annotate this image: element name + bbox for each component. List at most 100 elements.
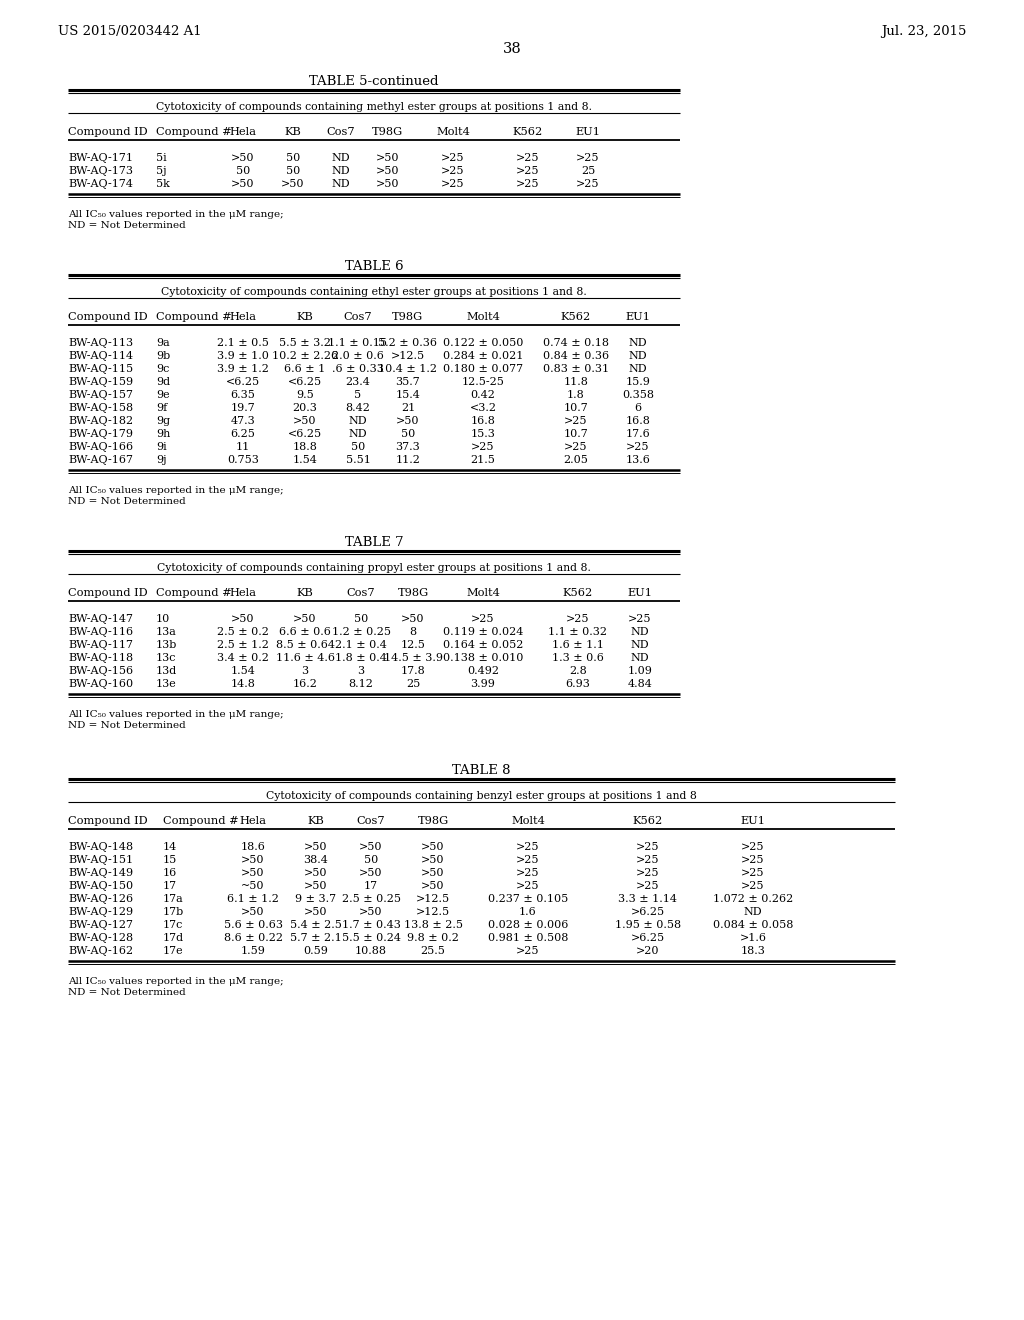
Text: >50: >50 [304,907,328,917]
Text: >25: >25 [516,869,540,878]
Text: >50: >50 [401,614,425,624]
Text: Cos7: Cos7 [327,127,355,137]
Text: 12.5: 12.5 [400,640,425,649]
Text: 14.5 ± 3.9: 14.5 ± 3.9 [384,653,442,663]
Text: 25.5: 25.5 [421,946,445,956]
Text: 5.5 ± 3.2: 5.5 ± 3.2 [280,338,331,348]
Text: BW-AQ-128: BW-AQ-128 [68,933,133,942]
Text: 10.88: 10.88 [355,946,387,956]
Text: Cytotoxicity of compounds containing propyl ester groups at positions 1 and 8.: Cytotoxicity of compounds containing pro… [157,564,591,573]
Text: BW-AQ-162: BW-AQ-162 [68,946,133,956]
Text: 11.6 ± 4.6: 11.6 ± 4.6 [275,653,335,663]
Text: 6: 6 [635,403,642,413]
Text: 17c: 17c [163,920,183,931]
Text: >50: >50 [359,842,383,851]
Text: BW-AQ-166: BW-AQ-166 [68,442,133,451]
Text: 8.6 ± 0.22: 8.6 ± 0.22 [223,933,283,942]
Text: >25: >25 [577,153,600,162]
Text: 9d: 9d [156,378,170,387]
Text: 17e: 17e [163,946,183,956]
Text: Molt4: Molt4 [466,587,500,598]
Text: KB: KB [297,587,313,598]
Text: 10.7: 10.7 [563,429,589,440]
Text: 50: 50 [236,166,250,176]
Text: 9h: 9h [156,429,170,440]
Text: 17b: 17b [163,907,184,917]
Text: BW-AQ-171: BW-AQ-171 [68,153,133,162]
Text: BW-AQ-114: BW-AQ-114 [68,351,133,360]
Text: >12.5: >12.5 [416,907,451,917]
Text: TABLE 7: TABLE 7 [345,536,403,549]
Text: 5: 5 [354,389,361,400]
Text: 0.164 ± 0.052: 0.164 ± 0.052 [442,640,523,649]
Text: 50: 50 [400,429,415,440]
Text: >50: >50 [242,907,265,917]
Text: Compound ID: Compound ID [68,312,147,322]
Text: >25: >25 [577,180,600,189]
Text: All IC₅₀ values reported in the μM range;: All IC₅₀ values reported in the μM range… [68,486,284,495]
Text: 10.4 ± 1.2: 10.4 ± 1.2 [379,364,437,374]
Text: >25: >25 [516,180,540,189]
Text: >12.5: >12.5 [391,351,425,360]
Text: US 2015/0203442 A1: US 2015/0203442 A1 [58,25,202,38]
Text: 2.1 ± 0.5: 2.1 ± 0.5 [217,338,269,348]
Text: 16: 16 [163,869,177,878]
Text: 35.7: 35.7 [395,378,421,387]
Text: ND: ND [332,153,350,162]
Text: BW-AQ-151: BW-AQ-151 [68,855,133,865]
Text: 3.9 ± 1.2: 3.9 ± 1.2 [217,364,269,374]
Text: 1.1 ± 0.32: 1.1 ± 0.32 [549,627,607,638]
Text: K562: K562 [513,127,543,137]
Text: >50: >50 [304,869,328,878]
Text: ND: ND [631,627,649,638]
Text: 2.1 ± 0.4: 2.1 ± 0.4 [335,640,387,649]
Text: 0.358: 0.358 [622,389,654,400]
Text: 17a: 17a [163,894,183,904]
Text: Cos7: Cos7 [356,816,385,826]
Text: 9.8 ± 0.2: 9.8 ± 0.2 [408,933,459,942]
Text: ND: ND [743,907,762,917]
Text: >25: >25 [564,416,588,426]
Text: BW-AQ-113: BW-AQ-113 [68,338,133,348]
Text: Hela: Hela [229,312,256,322]
Text: >25: >25 [471,614,495,624]
Text: BW-AQ-158: BW-AQ-158 [68,403,133,413]
Text: >25: >25 [516,166,540,176]
Text: 16.2: 16.2 [293,678,317,689]
Text: <3.2: <3.2 [469,403,497,413]
Text: Compound #: Compound # [156,312,231,322]
Text: All IC₅₀ values reported in the μM range;: All IC₅₀ values reported in the μM range… [68,210,284,219]
Text: 14.8: 14.8 [230,678,255,689]
Text: 5.6 ± 0.63: 5.6 ± 0.63 [223,920,283,931]
Text: 25: 25 [406,678,420,689]
Text: 6.1 ± 1.2: 6.1 ± 1.2 [227,894,279,904]
Text: T98G: T98G [373,127,403,137]
Text: 10.2 ± 2.26: 10.2 ± 2.26 [272,351,338,360]
Text: 9e: 9e [156,389,170,400]
Text: >25: >25 [629,614,651,624]
Text: BW-AQ-159: BW-AQ-159 [68,378,133,387]
Text: BW-AQ-127: BW-AQ-127 [68,920,133,931]
Text: >25: >25 [636,842,659,851]
Text: 5.51: 5.51 [345,455,371,465]
Text: Compound ID: Compound ID [68,127,147,137]
Text: 17.6: 17.6 [626,429,650,440]
Text: >25: >25 [516,842,540,851]
Text: >50: >50 [376,180,399,189]
Text: >50: >50 [421,880,444,891]
Text: >20: >20 [636,946,659,956]
Text: >25: >25 [741,869,765,878]
Text: 50: 50 [351,442,366,451]
Text: Hela: Hela [229,587,256,598]
Text: 0.74 ± 0.18: 0.74 ± 0.18 [543,338,609,348]
Text: <6.25: <6.25 [288,429,323,440]
Text: >25: >25 [636,880,659,891]
Text: 9i: 9i [156,442,167,451]
Text: 10.7: 10.7 [563,403,589,413]
Text: .6 ± 0.33: .6 ± 0.33 [332,364,384,374]
Text: 15: 15 [163,855,177,865]
Text: 47.3: 47.3 [230,416,255,426]
Text: 15.4: 15.4 [395,389,421,400]
Text: >50: >50 [421,855,444,865]
Text: ND = Not Determined: ND = Not Determined [68,220,185,230]
